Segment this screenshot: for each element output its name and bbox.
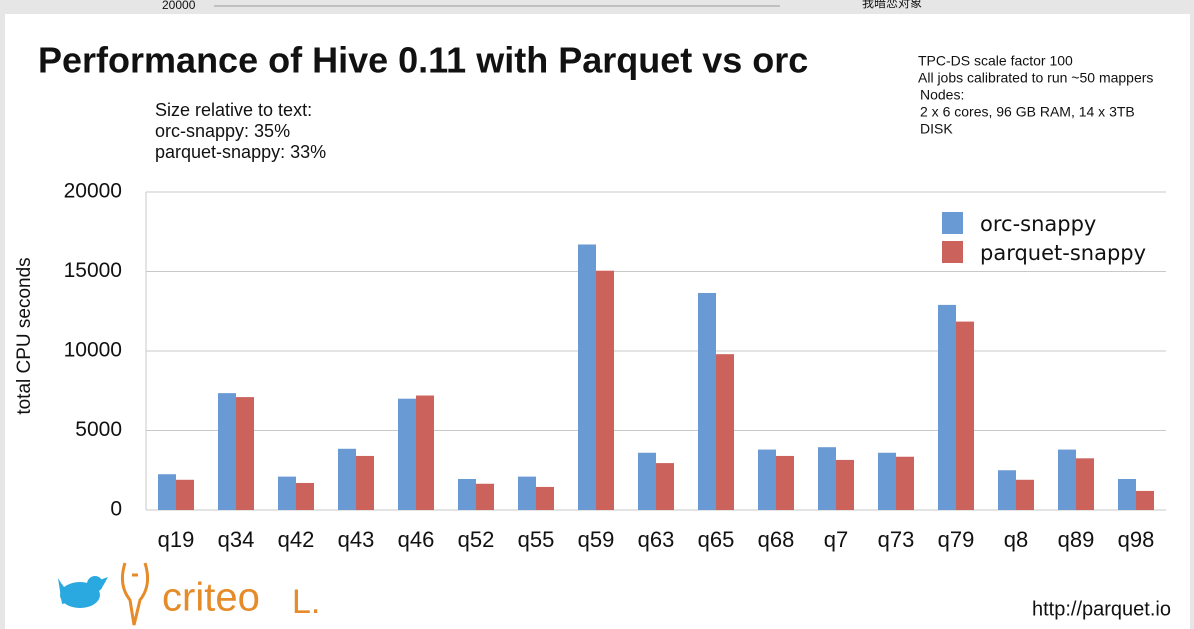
bar	[158, 474, 176, 510]
x-tick-label: q68	[758, 527, 795, 552]
bar	[236, 397, 254, 510]
bar	[836, 459, 854, 510]
bar	[638, 452, 656, 510]
bar	[416, 395, 434, 510]
bar	[476, 483, 494, 510]
x-tick-label: q8	[1004, 527, 1028, 552]
bar	[818, 447, 836, 510]
bar	[896, 456, 914, 510]
chart-title: Performance of Hive 0.11 with Parquet vs…	[38, 40, 808, 81]
x-tick-label: q63	[638, 527, 675, 552]
legend-swatch	[942, 212, 963, 234]
x-tick-label: q19	[158, 527, 195, 552]
setup-note: TPC-DS scale factor 100	[918, 53, 1073, 69]
y-axis-label: total CPU seconds	[14, 257, 35, 414]
bar	[356, 455, 374, 510]
bar	[1136, 490, 1154, 510]
bar	[218, 393, 236, 510]
bar	[956, 321, 974, 510]
size-note: parquet-snappy: 33%	[155, 142, 326, 162]
bar	[296, 482, 314, 510]
size-note: orc-snappy: 35%	[155, 121, 290, 141]
x-tick-label: q42	[278, 527, 315, 552]
logo-mark: L.	[292, 583, 320, 621]
bar	[398, 398, 416, 510]
setup-note: 2 x 6 cores, 96 GB RAM, 14 x 3TB	[920, 104, 1135, 120]
x-tick-label: q65	[698, 527, 735, 552]
x-tick-label: q46	[398, 527, 435, 552]
notes: Size relative to text:orc-snappy: 35%par…	[155, 53, 1153, 162]
x-tick-label: q98	[1118, 527, 1155, 552]
twitter-logo	[58, 576, 108, 608]
bar	[1058, 449, 1076, 510]
y-tick-label: 15000	[64, 259, 122, 282]
bar	[536, 486, 554, 510]
x-tick-label: q52	[458, 527, 495, 552]
legend-label: parquet-snappy	[980, 241, 1146, 265]
y-tick-label: 20000	[64, 180, 122, 203]
setup-note: Nodes:	[920, 87, 964, 103]
bar	[878, 452, 896, 510]
x-tick-label: q59	[578, 527, 615, 552]
x-tick-label: q43	[338, 527, 375, 552]
bar	[716, 354, 734, 510]
bar	[578, 244, 596, 510]
setup-note: All jobs calibrated to run ~50 mappers	[918, 70, 1153, 86]
bar	[758, 449, 776, 510]
setup-note: DISK	[920, 121, 953, 137]
bar	[338, 448, 356, 510]
criteo-mark	[120, 562, 150, 626]
bar	[278, 476, 296, 510]
footer-url: http://parquet.io	[1032, 598, 1171, 620]
legend-swatch	[942, 241, 963, 263]
bar	[656, 463, 674, 510]
bar	[176, 479, 194, 510]
bar	[518, 476, 536, 510]
x-tick-label: q89	[1058, 527, 1095, 552]
top-strip-text: 我暗恋对象	[862, 0, 922, 10]
plot: 0 5000 10000 15000 20000 total CPU seconds q19…	[14, 180, 1166, 552]
y-tick-label: 5000	[75, 418, 122, 441]
bar	[938, 304, 956, 510]
bar	[998, 470, 1016, 510]
x-tick-label: q79	[938, 527, 975, 552]
logo-text: criteo	[162, 576, 260, 620]
bar	[1076, 458, 1094, 510]
x-tick-label: q73	[878, 527, 915, 552]
y-tick-label: 10000	[64, 339, 122, 362]
bar	[698, 292, 716, 510]
legend-label: orc-snappy	[980, 212, 1096, 236]
bar	[1016, 479, 1034, 510]
x-tick-label: q55	[518, 527, 555, 552]
y-tick-label: 0	[110, 498, 122, 521]
bar	[776, 455, 794, 510]
bar	[596, 270, 614, 510]
x-tick-label: q7	[824, 527, 848, 552]
bar	[458, 478, 476, 510]
top-strip-text: 20000	[162, 0, 196, 12]
x-tick-label: q34	[218, 527, 255, 552]
bar	[1118, 478, 1136, 510]
size-note: Size relative to text:	[155, 100, 312, 120]
